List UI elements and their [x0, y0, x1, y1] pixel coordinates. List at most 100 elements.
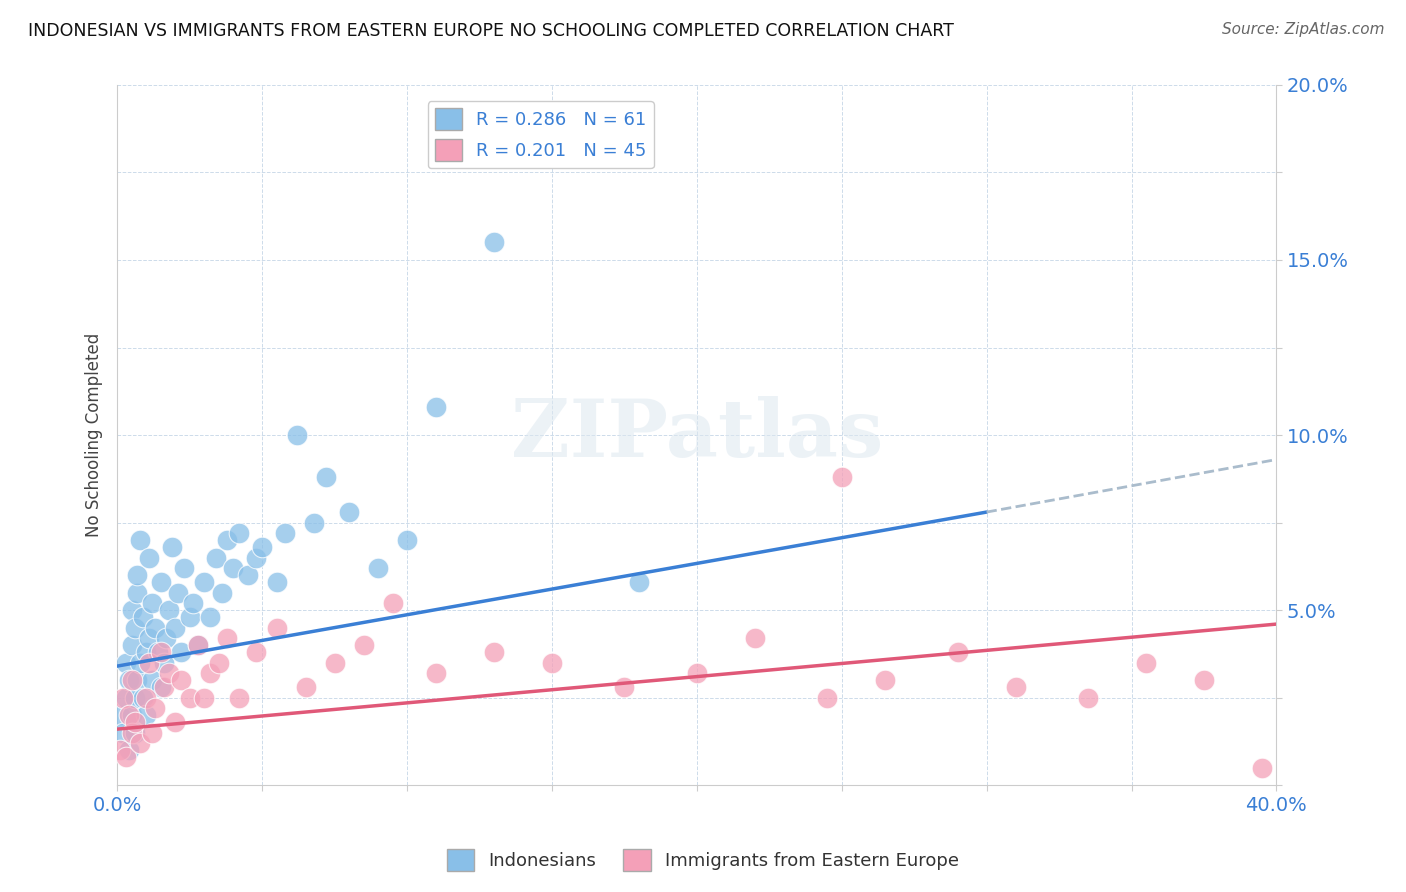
- Point: [228, 690, 250, 705]
- Point: [149, 575, 172, 590]
- Point: [129, 736, 152, 750]
- Point: [108, 743, 131, 757]
- Point: [217, 631, 239, 645]
- Point: [162, 540, 184, 554]
- Point: [173, 561, 195, 575]
- Point: [124, 725, 146, 739]
- Point: [686, 666, 709, 681]
- Point: [315, 470, 337, 484]
- Point: [482, 235, 505, 250]
- Point: [124, 690, 146, 705]
- Point: [1251, 761, 1274, 775]
- Point: [129, 656, 152, 670]
- Point: [108, 708, 131, 723]
- Point: [236, 568, 259, 582]
- Point: [143, 621, 166, 635]
- Point: [946, 645, 969, 659]
- Point: [157, 603, 180, 617]
- Point: [141, 725, 163, 739]
- Point: [118, 743, 141, 757]
- Point: [179, 610, 201, 624]
- Point: [115, 656, 138, 670]
- Point: [146, 645, 169, 659]
- Point: [204, 550, 226, 565]
- Point: [207, 656, 229, 670]
- Point: [115, 750, 138, 764]
- Point: [149, 680, 172, 694]
- Point: [222, 561, 245, 575]
- Point: [157, 666, 180, 681]
- Point: [132, 690, 155, 705]
- Point: [121, 603, 143, 617]
- Point: [198, 666, 221, 681]
- Point: [744, 631, 766, 645]
- Point: [181, 596, 204, 610]
- Point: [367, 561, 389, 575]
- Point: [187, 638, 209, 652]
- Point: [217, 533, 239, 547]
- Point: [141, 596, 163, 610]
- Point: [135, 645, 157, 659]
- Point: [211, 585, 233, 599]
- Point: [353, 638, 375, 652]
- Point: [245, 645, 267, 659]
- Point: [152, 680, 174, 694]
- Point: [127, 568, 149, 582]
- Point: [121, 708, 143, 723]
- Point: [228, 526, 250, 541]
- Point: [187, 638, 209, 652]
- Point: [170, 673, 193, 687]
- Point: [129, 533, 152, 547]
- Point: [541, 656, 564, 670]
- Point: [193, 575, 215, 590]
- Point: [121, 638, 143, 652]
- Point: [111, 725, 134, 739]
- Point: [250, 540, 273, 554]
- Point: [274, 526, 297, 541]
- Point: [155, 631, 177, 645]
- Point: [167, 585, 190, 599]
- Point: [179, 690, 201, 705]
- Point: [121, 673, 143, 687]
- Point: [337, 505, 360, 519]
- Point: [127, 585, 149, 599]
- Point: [165, 621, 187, 635]
- Point: [245, 550, 267, 565]
- Point: [121, 725, 143, 739]
- Point: [285, 428, 308, 442]
- Point: [266, 621, 288, 635]
- Point: [132, 610, 155, 624]
- Text: ZIPatlas: ZIPatlas: [510, 396, 883, 474]
- Point: [152, 656, 174, 670]
- Point: [115, 690, 138, 705]
- Point: [135, 708, 157, 723]
- Text: INDONESIAN VS IMMIGRANTS FROM EASTERN EUROPE NO SCHOOLING COMPLETED CORRELATION : INDONESIAN VS IMMIGRANTS FROM EASTERN EU…: [28, 22, 955, 40]
- Point: [170, 645, 193, 659]
- Point: [149, 645, 172, 659]
- Point: [1135, 656, 1157, 670]
- Point: [138, 631, 160, 645]
- Point: [482, 645, 505, 659]
- Point: [135, 690, 157, 705]
- Point: [1192, 673, 1215, 687]
- Point: [304, 516, 326, 530]
- Point: [613, 680, 636, 694]
- Point: [124, 715, 146, 730]
- Point: [127, 673, 149, 687]
- Point: [831, 470, 853, 484]
- Point: [815, 690, 838, 705]
- Point: [138, 550, 160, 565]
- Point: [381, 596, 404, 610]
- Point: [425, 666, 447, 681]
- Point: [193, 690, 215, 705]
- Point: [165, 715, 187, 730]
- Point: [118, 673, 141, 687]
- Point: [118, 708, 141, 723]
- Point: [124, 621, 146, 635]
- Point: [143, 701, 166, 715]
- Point: [1004, 680, 1026, 694]
- Point: [425, 400, 447, 414]
- Point: [266, 575, 288, 590]
- Point: [1077, 690, 1099, 705]
- Text: Source: ZipAtlas.com: Source: ZipAtlas.com: [1222, 22, 1385, 37]
